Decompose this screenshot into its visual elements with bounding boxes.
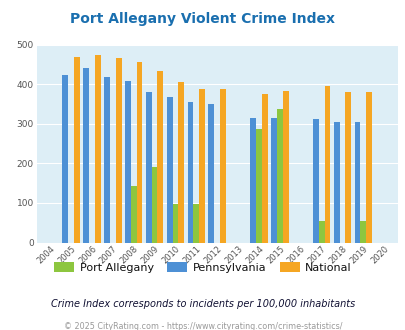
Bar <box>324 86 330 243</box>
Bar <box>187 102 193 243</box>
Bar <box>345 92 350 243</box>
Bar <box>136 62 142 243</box>
Text: © 2025 CityRating.com - https://www.cityrating.com/crime-statistics/: © 2025 CityRating.com - https://www.city… <box>64 322 341 330</box>
Bar <box>83 68 89 243</box>
Bar <box>172 204 178 243</box>
Text: Crime Index corresponds to incidents per 100,000 inhabitants: Crime Index corresponds to incidents per… <box>51 299 354 309</box>
Bar <box>157 72 163 243</box>
Text: Port Allegany Violent Crime Index: Port Allegany Violent Crime Index <box>70 12 335 25</box>
Bar <box>318 221 324 243</box>
Bar <box>276 109 282 243</box>
Bar <box>104 77 110 243</box>
Bar <box>271 118 276 243</box>
Bar <box>354 122 360 243</box>
Bar <box>130 186 136 243</box>
Bar <box>199 89 205 243</box>
Bar <box>125 81 130 243</box>
Bar <box>249 118 256 243</box>
Bar <box>166 97 172 243</box>
Bar <box>360 221 365 243</box>
Bar <box>256 129 261 243</box>
Bar <box>282 91 288 243</box>
Bar <box>312 119 318 243</box>
Bar <box>365 92 371 243</box>
Bar <box>208 104 214 243</box>
Bar <box>115 58 121 243</box>
Bar <box>261 94 267 243</box>
Bar <box>62 75 68 243</box>
Bar <box>151 167 157 243</box>
Bar <box>145 92 151 243</box>
Bar <box>178 82 184 243</box>
Bar <box>193 204 199 243</box>
Bar <box>333 122 339 243</box>
Legend: Port Allegany, Pennsylvania, National: Port Allegany, Pennsylvania, National <box>49 257 356 277</box>
Bar <box>95 55 100 243</box>
Bar <box>74 57 79 243</box>
Bar <box>220 89 226 243</box>
